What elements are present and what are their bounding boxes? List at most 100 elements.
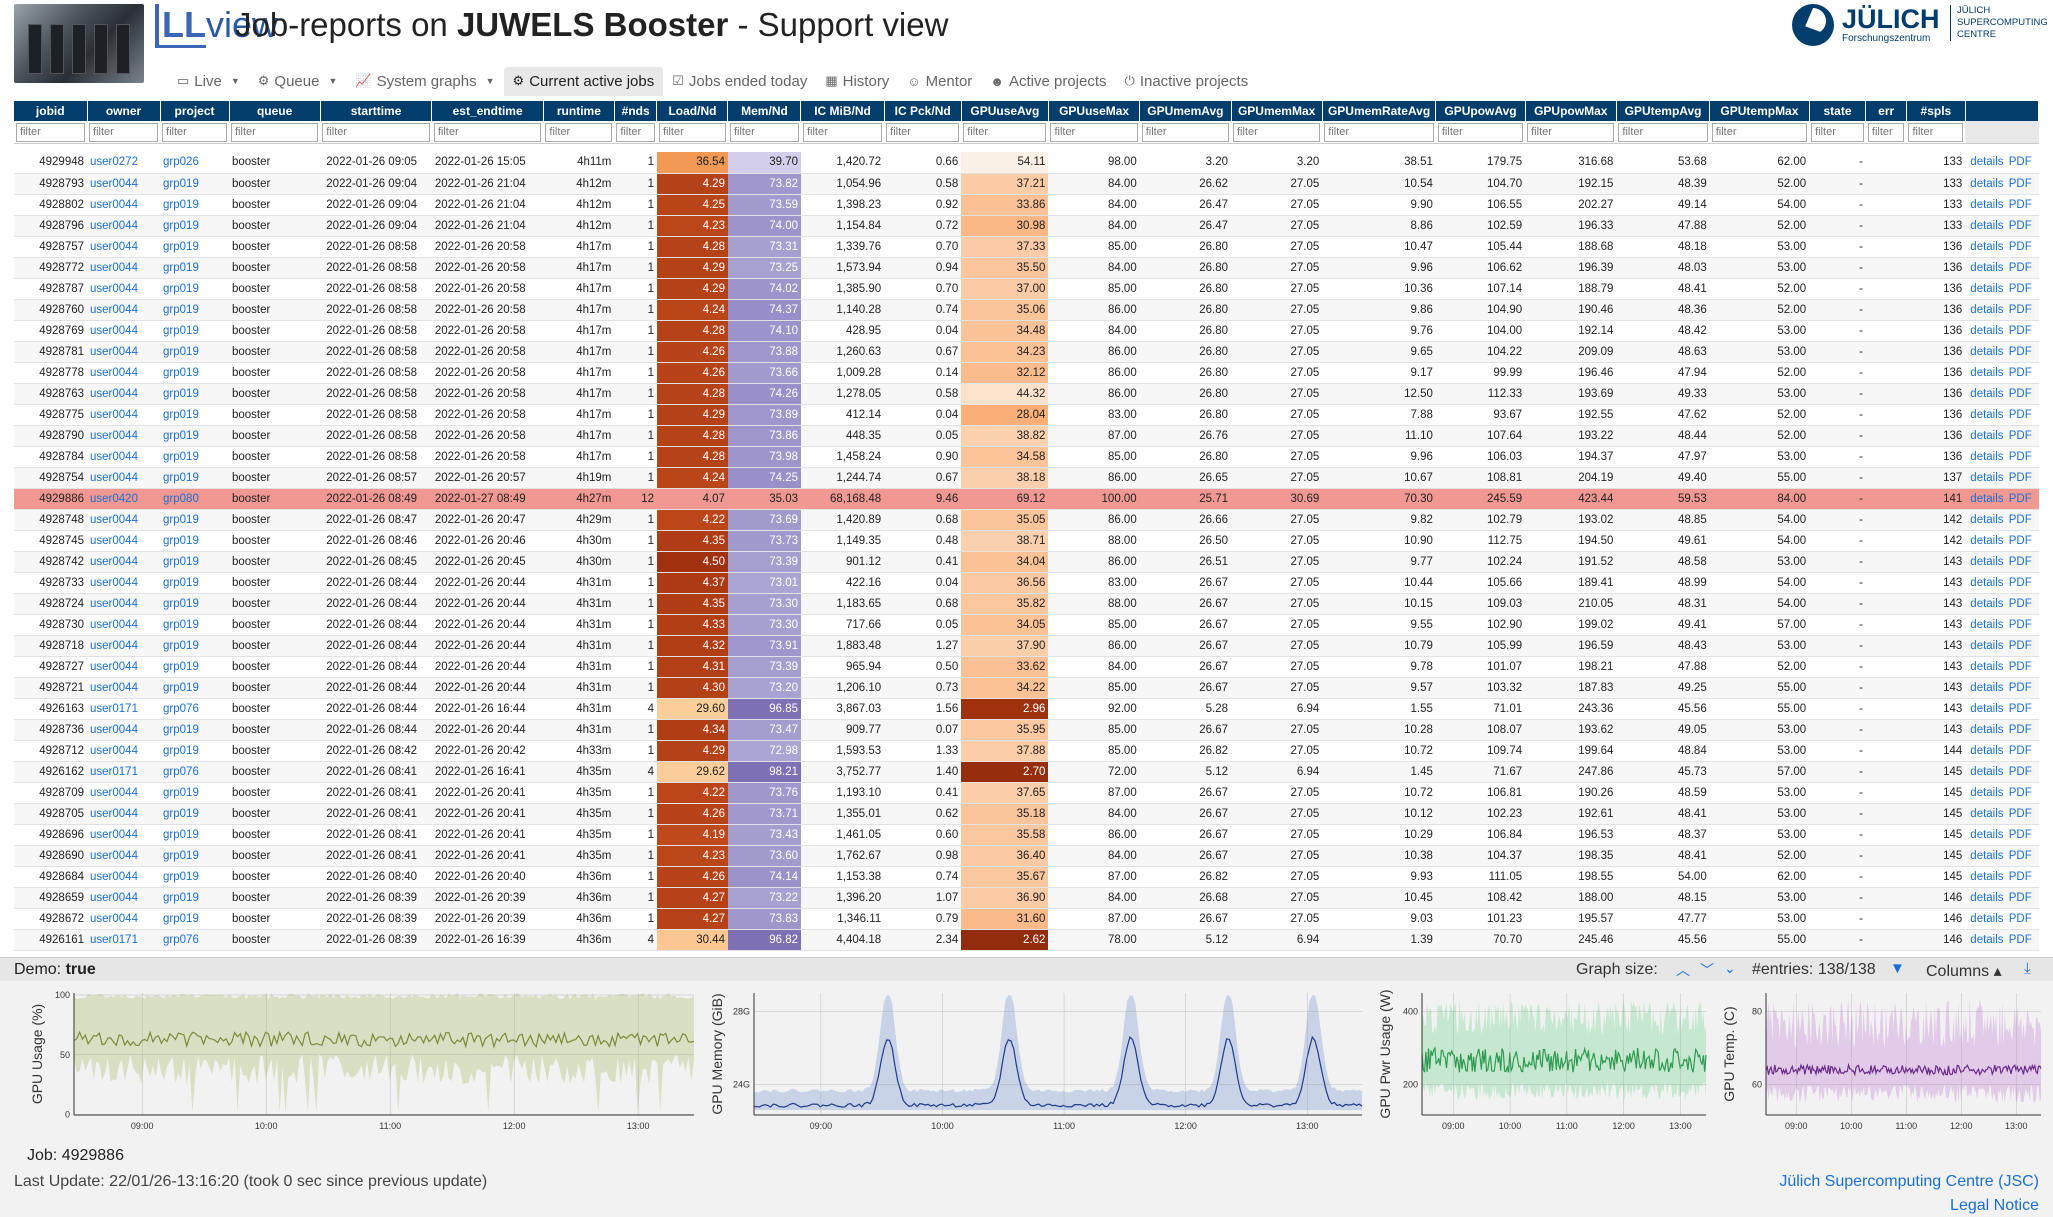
column-header[interactable]: Mem/Nd	[727, 101, 802, 121]
project-link[interactable]: grp019	[163, 324, 199, 337]
owner-link[interactable]: user0044	[90, 618, 138, 631]
owner-link[interactable]: user0044	[90, 282, 138, 295]
pdf-link[interactable]: PDF	[2008, 639, 2032, 652]
project-link[interactable]: grp019	[163, 618, 199, 631]
owner-link[interactable]: user0044	[90, 849, 138, 862]
juelich-logo[interactable]: JÜLICH Forschungszentrum JÜLICH SUPERCOMP…	[1792, 2, 2048, 50]
column-header[interactable]: project	[160, 101, 230, 121]
details-link[interactable]: details	[1970, 555, 2004, 568]
details-link[interactable]: details	[1970, 849, 2004, 862]
graph-size-min-icon[interactable]: ⌄	[1724, 960, 1736, 976]
details-link[interactable]: details	[1970, 681, 2004, 694]
details-link[interactable]: details	[1970, 534, 2004, 547]
details-link[interactable]: details	[1970, 912, 2004, 925]
column-header[interactable]: GPUuseMax	[1048, 101, 1141, 121]
details-link[interactable]: details	[1970, 702, 2004, 715]
owner-link[interactable]: user0044	[90, 177, 138, 190]
column-filter-input[interactable]	[1867, 122, 1905, 142]
pdf-link[interactable]: PDF	[2008, 555, 2032, 568]
column-filter-input[interactable]	[231, 122, 319, 142]
details-link[interactable]: details	[1970, 429, 2004, 442]
pdf-link[interactable]: PDF	[2008, 702, 2032, 715]
details-link[interactable]: details	[1970, 387, 2004, 400]
pdf-link[interactable]: PDF	[2008, 891, 2032, 904]
table-row[interactable]: 4928748 user0044 grp019 booster 2022-01-26 0…	[14, 509, 2039, 531]
details-link[interactable]: details	[1970, 765, 2004, 778]
table-row[interactable]: 4928730 user0044 grp019 booster 2022-01-26 0…	[14, 614, 2039, 636]
project-link[interactable]: grp076	[163, 765, 199, 778]
pdf-link[interactable]: PDF	[2008, 660, 2032, 673]
column-header[interactable]: GPUmemAvg	[1139, 101, 1232, 121]
details-link[interactable]: details	[1970, 660, 2004, 673]
details-link[interactable]: details	[1970, 870, 2004, 883]
table-row[interactable]: 4928684 user0044 grp019 booster 2022-01-26 0…	[14, 866, 2039, 888]
table-row[interactable]: 4928705 user0044 grp019 booster 2022-01-26 0…	[14, 803, 2039, 825]
table-row[interactable]: 4926162 user0171 grp076 booster 2022-01-26 0…	[14, 761, 2039, 783]
pdf-link[interactable]: PDF	[2008, 177, 2032, 190]
columns-button[interactable]: Columns ▴	[1926, 963, 2002, 980]
project-link[interactable]: grp019	[163, 870, 199, 883]
pdf-link[interactable]: PDF	[2008, 345, 2032, 358]
details-link[interactable]: details	[1970, 492, 2004, 505]
project-link[interactable]: grp019	[163, 366, 199, 379]
owner-link[interactable]: user0044	[90, 324, 138, 337]
project-link[interactable]: grp019	[163, 849, 199, 862]
column-header[interactable]: GPUpowMax	[1525, 101, 1617, 121]
table-row[interactable]: 4928721 user0044 grp019 booster 2022-01-26 0…	[14, 677, 2039, 699]
owner-link[interactable]: user0044	[90, 744, 138, 757]
pdf-link[interactable]: PDF	[2008, 681, 2032, 694]
owner-link[interactable]: user0044	[90, 891, 138, 904]
table-row[interactable]: 4928781 user0044 grp019 booster 2022-01-26 0…	[14, 341, 2039, 363]
details-link[interactable]: details	[1970, 933, 2004, 946]
owner-link[interactable]: user0420	[90, 492, 138, 505]
column-header[interactable]: GPUmemMax	[1231, 101, 1323, 121]
project-link[interactable]: grp076	[163, 702, 199, 715]
owner-link[interactable]: user0044	[90, 681, 138, 694]
column-header[interactable]: #spls	[1906, 101, 1966, 121]
project-link[interactable]: grp019	[163, 828, 199, 841]
column-filter-input[interactable]	[1324, 122, 1434, 142]
pdf-link[interactable]: PDF	[2008, 471, 2032, 484]
table-row[interactable]: 4928790 user0044 grp019 booster 2022-01-26 0…	[14, 425, 2039, 447]
owner-link[interactable]: user0044	[90, 198, 138, 211]
column-header[interactable]: starttime	[320, 101, 433, 121]
owner-link[interactable]: user0044	[90, 639, 138, 652]
nav-item-system-graphs[interactable]: 📈 System graphs ▼	[355, 72, 495, 90]
pdf-link[interactable]: PDF	[2008, 513, 2032, 526]
table-row[interactable]: 4928712 user0044 grp019 booster 2022-01-26 0…	[14, 740, 2039, 762]
owner-link[interactable]: user0044	[90, 555, 138, 568]
column-header[interactable]: GPUuseAvg	[961, 101, 1049, 121]
details-link[interactable]: details	[1970, 513, 2004, 526]
pdf-link[interactable]: PDF	[2008, 429, 2032, 442]
project-link[interactable]: grp019	[163, 261, 199, 274]
details-link[interactable]: details	[1970, 597, 2004, 610]
owner-link[interactable]: user0044	[90, 723, 138, 736]
owner-link[interactable]: user0044	[90, 471, 138, 484]
column-header[interactable]: GPUtempMax	[1709, 101, 1810, 121]
table-row[interactable]: 4929886 user0420 grp080 booster 2022-01-26 0…	[14, 488, 2039, 510]
column-filter-input[interactable]	[1233, 122, 1321, 142]
column-filter-input[interactable]	[802, 122, 883, 142]
details-link[interactable]: details	[1970, 723, 2004, 736]
pdf-link[interactable]: PDF	[2008, 303, 2032, 316]
pdf-link[interactable]: PDF	[2008, 597, 2032, 610]
owner-link[interactable]: user0044	[90, 450, 138, 463]
table-row[interactable]: 4926161 user0171 grp076 booster 2022-01-26 0…	[14, 929, 2039, 951]
table-row[interactable]: 4928727 user0044 grp019 booster 2022-01-26 0…	[14, 656, 2039, 678]
pdf-link[interactable]: PDF	[2008, 492, 2032, 505]
column-header[interactable]: GPUtempAvg	[1616, 101, 1711, 121]
project-link[interactable]: grp019	[163, 198, 199, 211]
nav-item-current-active-jobs[interactable]: ⚙ Current active jobs	[503, 66, 664, 96]
column-filter-input[interactable]	[1711, 122, 1808, 142]
pdf-link[interactable]: PDF	[2008, 807, 2032, 820]
table-row[interactable]: 4928672 user0044 grp019 booster 2022-01-26 0…	[14, 908, 2039, 930]
column-filter-input[interactable]	[658, 122, 726, 142]
pdf-link[interactable]: PDF	[2008, 198, 2032, 211]
project-link[interactable]: grp080	[163, 492, 199, 505]
column-header[interactable]: IC MiB/Nd	[800, 101, 885, 121]
column-header[interactable]: IC Pck/Nd	[884, 101, 962, 121]
project-link[interactable]: grp026	[163, 156, 199, 169]
nav-item-jobs-ended-today[interactable]: ☑ Jobs ended today	[672, 72, 808, 90]
graph-gpu-pwr-usage-w-[interactable]: 09:00 10:00 11:00 12:00 13:00 400 200 GPU Pwr U…	[1374, 981, 1718, 1141]
details-link[interactable]: details	[1970, 282, 2004, 295]
